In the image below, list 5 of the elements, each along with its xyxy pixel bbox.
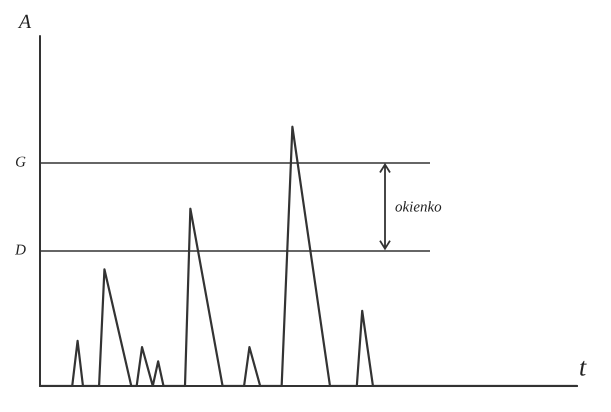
- ref-line-label: D: [14, 242, 26, 259]
- annotation: okienko: [395, 200, 442, 216]
- ref-line-label: G: [15, 154, 26, 171]
- x-axis-title: t: [579, 352, 587, 382]
- y-axis-title: A: [16, 11, 32, 33]
